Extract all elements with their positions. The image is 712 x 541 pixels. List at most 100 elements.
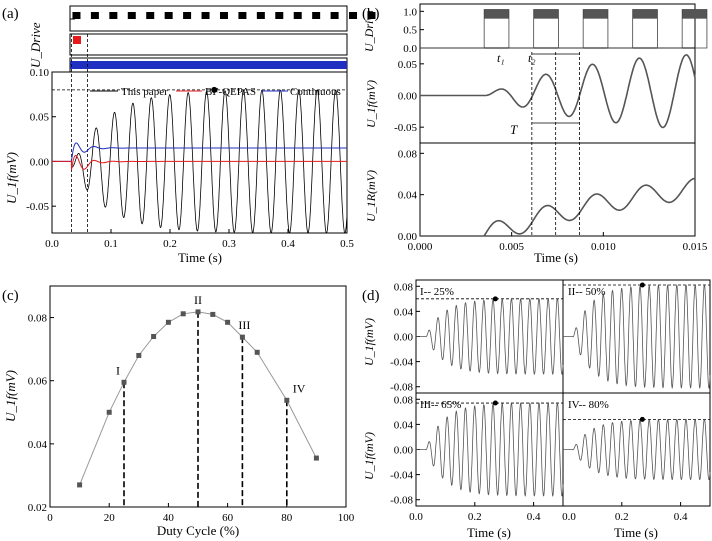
panel-c-label: (c): [2, 288, 19, 304]
b-ytick-label: 0.08: [398, 148, 418, 160]
c-point: [165, 319, 171, 325]
b-ytick-label: 0.04: [398, 190, 418, 202]
b-drive-pulse: [682, 9, 707, 19]
b-1r-series: [420, 177, 696, 237]
a-drive-bf-pulse: [73, 36, 81, 44]
c-point: [313, 455, 319, 461]
b-ytick-label: 0.05: [398, 59, 418, 71]
d-marker-3: [639, 416, 645, 422]
c-highlight-label-2: III: [238, 318, 250, 332]
d-xtick-label: 0.2: [615, 511, 629, 523]
c-point: [239, 334, 245, 340]
c-highlight-label-0: I: [116, 363, 120, 377]
d-ytick-label: -0.04: [390, 470, 413, 482]
a-series: [52, 34, 348, 234]
d-label-4: IV-- 80%: [568, 399, 609, 411]
a-ytick-label: -0.05: [26, 201, 49, 213]
a-drive-pulse: [183, 12, 192, 19]
a-ytick-label: 0.10: [30, 67, 50, 79]
c-line: [79, 311, 317, 486]
b-t1-label: t₁: [497, 51, 505, 65]
b-drive-pulse: [533, 9, 559, 19]
a-drive-pulse: [201, 12, 210, 19]
a-drive-pulse: [293, 12, 302, 19]
b-ylabel-drive: U_Drive: [362, 9, 376, 52]
c-point: [284, 397, 290, 403]
a-drive-signals: [70, 12, 376, 69]
d-xlabel-left: Time (s): [467, 525, 511, 540]
panel-d: (d) -0.08-0.040.000.040.08-0.08-0.040.00…: [362, 279, 711, 540]
a-xtick-label: 0.5: [340, 238, 354, 250]
c-ytick-label: 0.08: [28, 313, 48, 325]
b-ytick-label: 0.0: [403, 43, 417, 55]
d-xtick-label: 0.0: [562, 511, 576, 523]
a-drive-pulse: [330, 12, 339, 19]
d-ytick-label: 0.00: [394, 332, 414, 344]
d-series-2: [416, 402, 564, 497]
c-xtick-label: 0: [47, 512, 53, 524]
b-xtick-label: 0.005: [499, 241, 524, 253]
d-ytick-label: 0.00: [394, 445, 414, 457]
a-drive-continuous-bar: [70, 61, 347, 69]
a-drive-pulse: [90, 12, 99, 19]
a-drive-pulse: [109, 12, 118, 19]
a-xtick-label: 0.2: [163, 238, 177, 250]
d-label-1: I-- 25%: [420, 286, 454, 298]
c-xtick-label: 20: [104, 512, 116, 524]
d-series-0: [416, 298, 564, 375]
a-drive-ylabel: U_Drive: [28, 22, 43, 68]
a-drive-pulse: [367, 12, 376, 19]
a-drive-frame-2: [69, 33, 348, 56]
b-1f-series: [420, 54, 696, 129]
d-ticks: -0.08-0.040.000.040.08-0.08-0.040.000.04…: [390, 281, 688, 523]
d-xtick-label: 0.2: [468, 511, 482, 523]
c-ytick-label: 0.04: [28, 439, 48, 451]
panel-d-label: (d): [362, 288, 380, 304]
c-point: [151, 334, 157, 340]
d-ytick-label: -0.08: [390, 382, 413, 394]
c-xtick-label: 100: [338, 512, 355, 524]
c-point: [225, 319, 231, 325]
d-ytick-label: -0.04: [390, 357, 413, 369]
b-1r-frame: [419, 142, 696, 237]
b-t2-label: t₂: [528, 51, 536, 65]
b-drive-pulse: [583, 9, 608, 19]
c-xtick-label: 80: [281, 512, 293, 524]
panel-a: (a) U_Drive 0.0 0.1 0.2 0.3 0.4 0.5-0.050.000…: [2, 5, 376, 265]
d-marker-2: [492, 400, 498, 406]
b-ytick-label: -0.05: [394, 122, 417, 134]
a-xtick-label: 0.1: [104, 238, 118, 250]
a-drive-pulse: [238, 12, 247, 19]
a-legend: This paper BF-QEPAS Continuous: [90, 86, 341, 98]
c-point: [180, 311, 186, 317]
b-ylabel-1r: U_1R(mV): [364, 170, 378, 222]
a-marker-point: [211, 86, 218, 93]
c-point: [77, 482, 83, 488]
c-point: [121, 379, 127, 385]
a-ticks: 0.0 0.1 0.2 0.3 0.4 0.5 -0.05 0.00 0.05 0.10: [26, 67, 354, 250]
panel-b-label: (b): [362, 6, 380, 22]
d-ytick-label: 0.04: [394, 306, 414, 318]
a-series-this-paper: [52, 89, 348, 234]
b-ytick-label: 0.00: [398, 91, 418, 103]
a-plot-area: [51, 71, 348, 234]
b-drive-pulse: [632, 9, 658, 19]
c-xtick-label: 40: [163, 512, 175, 524]
c-point: [136, 352, 142, 358]
b-drive-pulse: [484, 9, 509, 19]
a-ytick-label: 0.05: [30, 112, 50, 124]
a-series-bf-qepas: [52, 155, 347, 170]
b-series: [420, 9, 708, 237]
d-ytick-label: 0.08: [394, 281, 414, 293]
d-xlabel-right: Time (s): [614, 525, 658, 540]
b-xtick-label: 0.010: [591, 241, 616, 253]
a-drive-pulse: [164, 12, 173, 19]
a-ylabel: U_1f(mV): [4, 152, 19, 204]
a-xtick-label: 0.4: [281, 238, 295, 250]
d-xtick-label: 0.4: [527, 511, 541, 523]
c-ytick-label: 0.06: [28, 376, 48, 388]
b-ticks: 0.000 0.005 0.010 0.015 0.0 0.5 1.0 -0.05 0.00 0.…: [394, 6, 708, 253]
d-label-3: III-- 65%: [420, 399, 461, 411]
